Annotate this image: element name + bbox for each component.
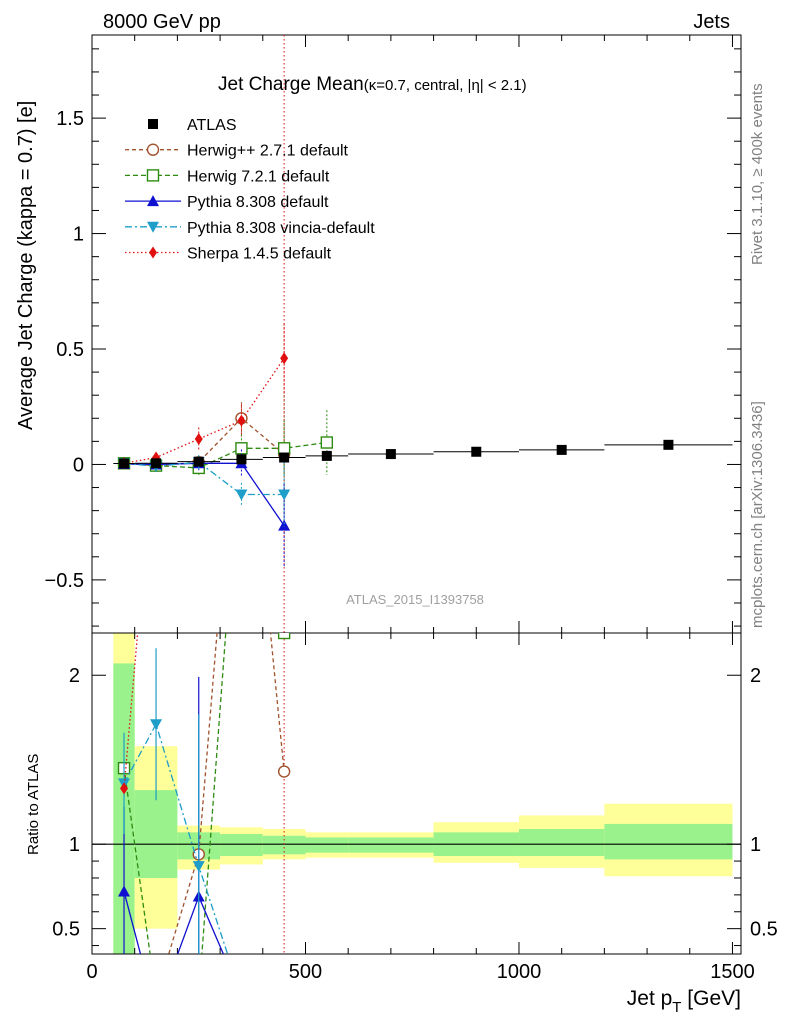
atlas-point-5 — [321, 450, 332, 461]
point-herwig7-5 — [320, 436, 334, 449]
rivet-label: Rivet 3.1.10, ≥ 400k events — [749, 83, 766, 265]
energy-header: 8000 GeV pp — [103, 11, 221, 33]
ratio-uncertainty-bands — [113, 633, 733, 954]
point-herwig7-3 — [235, 442, 248, 455]
y-axis-label: Average Jet Charge (kappa = 0.7) [e] — [15, 101, 37, 430]
ratio-point-vincia-1 — [150, 719, 163, 731]
point-sherpa-4 — [280, 352, 289, 365]
y-tick-label: −0.5 — [45, 570, 84, 592]
y-tick-label: 0.5 — [56, 339, 84, 361]
band-inner-3 — [220, 834, 263, 857]
legend-marker-pythia — [147, 195, 159, 207]
legend-label-pythia: Pythia 8.308 default — [187, 194, 329, 211]
ratio-point-herwig7-5 — [321, 501, 332, 512]
ratio-point-herwigpp-4 — [277, 765, 291, 778]
band-inner-4 — [262, 835, 306, 855]
atlas-point-4 — [279, 452, 290, 463]
ratio-point-herwigpp-1 — [151, 991, 162, 1002]
ratio-line-pythia — [123, 891, 225, 954]
ratio-point-herwigpp-0 — [119, 957, 130, 968]
atlas-point-0 — [119, 458, 130, 469]
legend-label-sherpa: Sherpa 1.4.5 default — [187, 246, 332, 263]
legend-label-vincia: Pythia 8.308 vincia-default — [187, 220, 375, 237]
y-tick-label: 1.5 — [56, 108, 84, 130]
point-herwig7-4 — [277, 442, 291, 455]
ratio-point-pythia-3 — [235, 990, 247, 1001]
x-tick-label: 1000 — [497, 961, 542, 983]
band-inner-6 — [348, 837, 434, 853]
legend-label-herwig7: Herwig 7.2.1 default — [187, 168, 330, 185]
atlas-point-2 — [193, 456, 204, 467]
chart-title-suffix: (κ=0.7, central, |η| < 2.1) — [364, 77, 527, 94]
legend: ATLAS Herwig++ 2.7.1 default Herwig 7.2.1 … — [125, 117, 375, 263]
ratio-line-sherpa — [123, 633, 139, 789]
atlas-point-9 — [663, 439, 674, 450]
point-pythia-4 — [278, 519, 291, 531]
ratio-point-herwig7-2 — [193, 991, 204, 1002]
legend-marker-herwigpp — [146, 143, 160, 156]
series-line-sherpa — [123, 357, 285, 464]
ratio-point-pythia-1 — [150, 1007, 162, 1018]
ratio-y-tick-label: 0.5 — [52, 919, 80, 941]
ratio-line-vincia — [123, 722, 229, 954]
ratio-y-tick-label-right: 1 — [750, 834, 761, 856]
atlas-point-1 — [151, 458, 162, 469]
ratio-point-vincia-2 — [192, 861, 205, 873]
jets-header: Jets — [693, 11, 730, 33]
x-tick-label: 1500 — [710, 961, 755, 983]
ratio-y-tick-label: 2 — [69, 665, 80, 687]
point-vincia-4 — [278, 489, 291, 501]
chart-title: Jet Charge Mean(κ=0.7, central, |η| < 2.… — [218, 74, 527, 95]
ratio-y-tick-label: 1 — [69, 834, 80, 856]
ratio-point-sherpa-1 — [152, 416, 160, 428]
band-inner-8 — [518, 828, 605, 857]
band-inner-5 — [305, 837, 349, 853]
legend-label-herwigpp: Herwig++ 2.7.1 default — [187, 143, 349, 160]
ratio-y-tick-label-right: 2 — [750, 665, 761, 687]
atlas-point-6 — [385, 449, 396, 460]
analysis-watermark: ATLAS_2015_I1393758 — [346, 592, 484, 607]
band-inner-9 — [604, 823, 733, 860]
ratio-line-herwig7 — [123, 633, 285, 954]
y-tick-label: 1 — [73, 224, 84, 246]
x-tick-label: 0 — [86, 961, 97, 983]
ratio-point-vincia-3 — [235, 991, 247, 1002]
ratio-y-tick-label-right: 0.5 — [750, 919, 778, 941]
atlas-point-3 — [236, 454, 247, 465]
mcplots-label: mcplots.cern.ch [arXiv:1306.3436] — [749, 401, 766, 628]
ratio-point-sherpa-0 — [120, 782, 129, 795]
legend-marker-vincia — [147, 221, 159, 233]
ratio-point-herwig7-1 — [151, 991, 162, 1002]
legend-marker-sherpa — [149, 246, 157, 259]
atlas-point-8 — [556, 444, 567, 455]
x-tick-label: 500 — [289, 961, 322, 983]
legend-label-data: ATLAS — [187, 117, 237, 134]
x-axis-subscript: T — [672, 999, 681, 1016]
ratio-point-herwigpp-3 — [236, 332, 247, 343]
x-axis-label: Jet pT [GeV] — [627, 987, 741, 1016]
atlas-point-7 — [471, 446, 482, 457]
point-sherpa-2 — [194, 433, 203, 446]
y-tick-label: 0 — [73, 454, 84, 476]
point-sherpa-3 — [237, 414, 246, 427]
ratio-plot-frame — [91, 632, 742, 955]
ratio-plot-data — [117, 332, 332, 1018]
ratio-y-axis-label: Ratio to ATLAS — [25, 754, 42, 855]
legend-marker-herwig7 — [146, 169, 160, 182]
legend-marker-data — [148, 119, 158, 129]
ratio-point-herwig7-4 — [277, 633, 291, 640]
point-vincia-3 — [235, 489, 248, 501]
ratio-point-pythia-0 — [118, 885, 131, 897]
main-plot-data — [113, 323, 733, 568]
band-inner-1 — [134, 790, 178, 878]
